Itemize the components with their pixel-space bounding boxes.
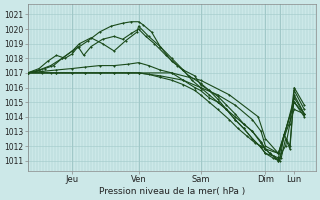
X-axis label: Pression niveau de la mer( hPa ): Pression niveau de la mer( hPa ) xyxy=(99,187,245,196)
